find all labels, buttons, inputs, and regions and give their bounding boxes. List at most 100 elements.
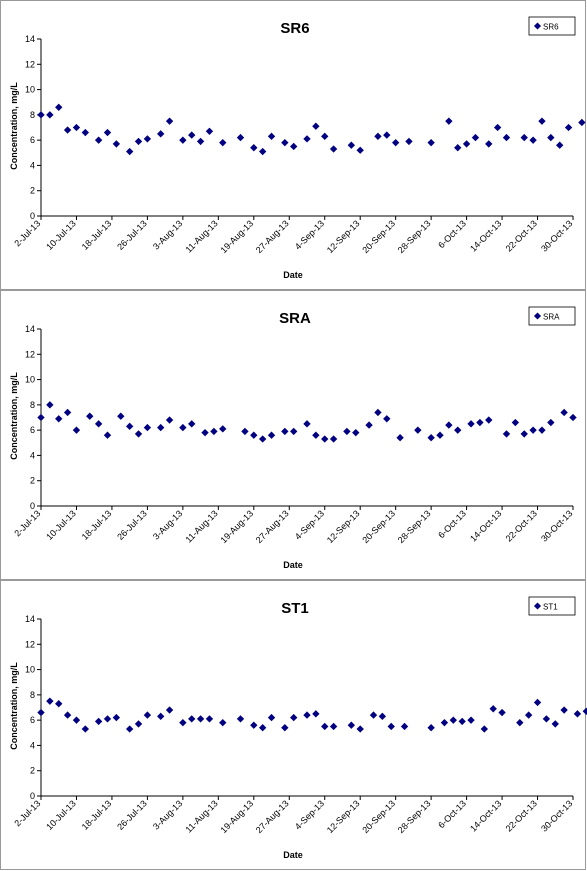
data-point [63, 408, 72, 417]
data-point [236, 133, 245, 142]
data-point [436, 431, 444, 439]
data-point [205, 127, 214, 135]
x-tick-label: 10-Jul-13 [44, 508, 78, 542]
data-point [290, 713, 298, 722]
data-point [538, 117, 546, 125]
data-point [560, 706, 568, 714]
x-tick-label: 14-Oct-13 [468, 508, 503, 543]
data-point [219, 138, 227, 147]
data-point [564, 123, 573, 132]
x-tick-label: 4-Sep-13 [293, 508, 326, 541]
legend-marker [533, 602, 542, 610]
chart-title: SR6 [280, 20, 309, 37]
data-point [427, 138, 435, 147]
data-point [281, 724, 289, 732]
y-tick-label: 12 [25, 639, 35, 649]
x-tick-label: 12-Sep-13 [325, 218, 362, 255]
data-point [489, 705, 497, 713]
data-point [281, 427, 289, 436]
y-tick-label: 2 [30, 766, 35, 776]
data-point [37, 111, 45, 119]
data-point [63, 126, 72, 134]
data-point [143, 135, 152, 143]
x-tick-label: 4-Sep-13 [293, 798, 326, 831]
data-point [343, 427, 351, 436]
y-tick-label: 10 [25, 665, 35, 675]
data-point [321, 435, 329, 443]
data-point [219, 718, 227, 727]
data-point [103, 715, 112, 723]
data-point [449, 716, 457, 724]
data-point [347, 141, 356, 149]
y-tick-label: 8 [30, 110, 35, 120]
data-point [250, 144, 258, 152]
data-point [485, 140, 493, 148]
legend-marker [533, 22, 542, 30]
data-point [383, 415, 391, 423]
data-point [374, 132, 382, 141]
x-tick-label: 18-Jul-13 [80, 508, 114, 542]
data-point [485, 416, 493, 424]
axes [40, 39, 573, 217]
data-point [179, 718, 187, 727]
data-point [241, 427, 249, 436]
legend-marker [533, 312, 542, 320]
data-point [529, 136, 537, 144]
x-tick-label: 3-Aug-13 [151, 798, 184, 831]
y-tick-label: 14 [25, 34, 35, 44]
data-point [290, 142, 298, 151]
y-tick-label: 4 [30, 160, 35, 170]
data-point [533, 698, 542, 707]
data-point [356, 725, 364, 733]
data-point [37, 413, 45, 422]
data-point [516, 718, 524, 727]
data-point [329, 145, 338, 153]
data-point [329, 435, 338, 443]
x-tick-label: 28-Sep-13 [396, 508, 433, 545]
y-tick-label: 14 [25, 614, 35, 624]
x-axis-label: Date [283, 560, 303, 570]
data-point [387, 722, 395, 731]
data-point [454, 426, 462, 434]
data-point [524, 711, 533, 719]
chart-title: ST1 [281, 600, 309, 617]
data-point [143, 423, 152, 432]
data-point [125, 147, 134, 156]
data-point [267, 713, 276, 722]
data-point [352, 428, 360, 437]
x-tick-label: 30-Oct-13 [539, 508, 574, 543]
data-point [458, 717, 466, 726]
legend-label: SRA [543, 313, 560, 322]
y-tick-label: 14 [25, 324, 35, 334]
data-point [210, 427, 218, 436]
data-point [480, 725, 489, 733]
data-point [72, 426, 81, 434]
y-ticks: 0 2 4 6 8 10 12 14 [25, 614, 41, 801]
y-tick-label: 6 [30, 715, 35, 725]
data-point [258, 435, 267, 443]
data-point [573, 710, 582, 718]
data-point [378, 712, 387, 721]
data-point [179, 423, 187, 432]
x-tick-label: 19-Aug-13 [218, 508, 255, 545]
data-point [46, 401, 54, 409]
data-point [157, 423, 165, 432]
x-tick-label: 26-Jul-13 [115, 508, 149, 542]
data-point [134, 137, 143, 146]
data-point [55, 700, 63, 708]
x-tick-label: 19-Aug-13 [218, 798, 255, 835]
data-point [267, 431, 276, 439]
data-point [329, 722, 338, 731]
data-point [125, 422, 134, 431]
chart-panel-st1: ST1 ST1 Concentration, mg/L Date 0 2 4 6 8 10… [0, 580, 587, 870]
y-tick-label: 6 [30, 135, 35, 145]
x-tick-label: 2-Jul-13 [12, 508, 42, 538]
y-ticks: 0 2 4 6 8 10 12 14 [25, 324, 41, 511]
data-point [81, 128, 90, 137]
chart-st1: ST1 ST1 Concentration, mg/L Date 0 2 4 6 8 10… [9, 596, 587, 860]
y-tick-label: 2 [30, 186, 35, 196]
x-tick-label: 14-Oct-13 [468, 798, 503, 833]
y-tick-label: 4 [30, 450, 35, 460]
data-point [493, 123, 502, 132]
data-point [303, 711, 311, 719]
